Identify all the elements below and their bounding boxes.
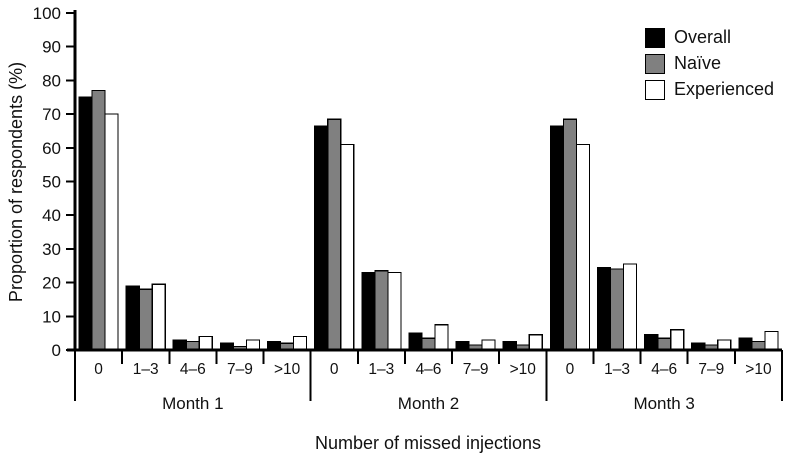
bar-experienced: [575, 143, 591, 351]
y-tick-label: 60: [42, 139, 61, 158]
category-label: 0: [330, 361, 339, 378]
bar-nave: [374, 270, 389, 351]
category-label: 1–3: [368, 361, 394, 378]
y-tick-label: 10: [42, 307, 61, 326]
x-axis-title: Number of missed injections: [315, 433, 541, 453]
bar-overall: [172, 339, 187, 351]
bar-experienced: [387, 271, 402, 351]
legend-label: Experienced: [674, 79, 775, 99]
bar-overall: [644, 334, 659, 351]
category-label: >10: [274, 361, 301, 378]
bar-nave: [138, 288, 153, 351]
legend-item-experienced: Experienced: [645, 79, 774, 100]
legend-item-overall: Overall: [645, 27, 774, 48]
bar-overall: [78, 96, 93, 351]
bar-nave: [91, 89, 106, 351]
legend-label: Overall: [674, 27, 732, 47]
month-label: Month 1: [162, 394, 223, 413]
experienced-swatch-icon: [645, 79, 665, 100]
y-tick-label: 70: [42, 105, 61, 124]
bar-experienced: [151, 283, 166, 351]
y-tick-label: 40: [42, 206, 61, 225]
bar-nave: [421, 337, 436, 351]
bar-overall: [738, 337, 753, 351]
bar-overall: [314, 125, 329, 351]
bar-nave: [562, 118, 578, 351]
bar-experienced: [670, 329, 685, 351]
category-label: 1–3: [604, 361, 630, 378]
category-label: 0: [566, 361, 575, 378]
bar-nave: [327, 118, 342, 351]
bar-experienced: [104, 113, 119, 351]
bar-overall: [125, 285, 140, 351]
bar-experienced: [481, 339, 496, 351]
y-tick-label: 90: [42, 38, 61, 57]
category-label: 4–6: [416, 361, 442, 378]
category-label: >10: [510, 361, 537, 378]
bar-overall: [596, 266, 612, 351]
category-label: 1–3: [133, 361, 159, 378]
bar-experienced: [434, 324, 449, 351]
legend: Overall Naïve Experienced: [645, 27, 774, 100]
category-label: 4–6: [180, 361, 206, 378]
y-tick-label: 80: [42, 71, 61, 90]
bar-experienced: [198, 335, 213, 351]
category-label: 4–6: [651, 361, 677, 378]
legend-label: Naïve: [674, 53, 722, 73]
y-tick-label: 50: [42, 173, 61, 192]
bar-experienced: [245, 339, 261, 351]
bar-overall: [549, 125, 565, 351]
bar-experienced: [340, 143, 355, 351]
category-label: 7–9: [227, 361, 253, 378]
overall-swatch-icon: [645, 27, 665, 48]
y-tick-label: 100: [33, 4, 61, 23]
month-label: Month 2: [398, 394, 459, 413]
y-tick-label: 0: [52, 341, 61, 360]
naive-swatch-icon: [645, 53, 665, 74]
bar-overall: [408, 332, 423, 351]
y-tick-label: 30: [42, 240, 61, 259]
category-label: >10: [745, 361, 772, 378]
category-label: 7–9: [698, 361, 724, 378]
bar-nave: [609, 268, 625, 351]
legend-item-naive: Naïve: [645, 53, 774, 74]
category-label: 7–9: [463, 361, 489, 378]
bar-experienced: [622, 263, 638, 351]
bar-experienced: [293, 335, 308, 351]
month-label: Month 3: [633, 394, 694, 413]
bar-overall: [361, 271, 376, 351]
category-label: 0: [94, 361, 103, 378]
bar-experienced: [717, 339, 732, 351]
bar-experienced: [528, 334, 543, 351]
y-axis-title: Proportion of respondents (%): [6, 62, 26, 302]
y-tick-label: 20: [42, 274, 61, 293]
bar-experienced: [764, 330, 779, 351]
bar-nave: [657, 337, 672, 351]
